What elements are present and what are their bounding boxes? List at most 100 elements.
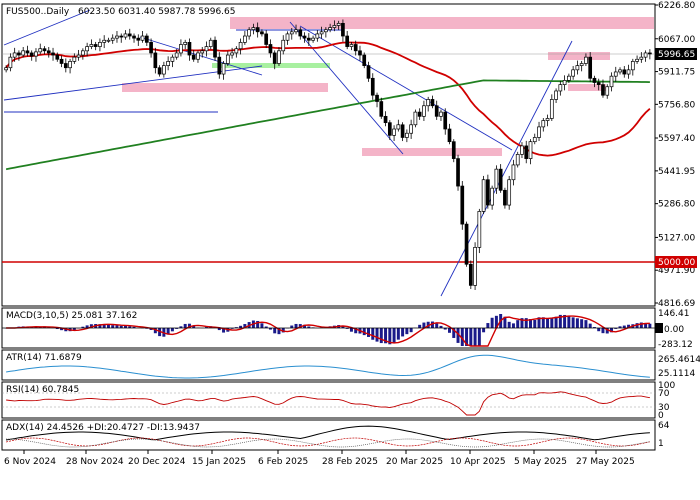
macd-bar bbox=[529, 319, 532, 328]
macd-bar bbox=[418, 324, 422, 328]
macd-bar bbox=[426, 321, 430, 328]
price-tick-label: 5441.95 bbox=[658, 167, 695, 177]
candle bbox=[153, 47, 158, 74]
candle bbox=[204, 41, 209, 57]
candle bbox=[490, 185, 494, 210]
candle bbox=[42, 46, 47, 55]
date-tick-label: 10 Apr 2025 bbox=[450, 457, 506, 467]
candle bbox=[25, 45, 30, 57]
macd-bar bbox=[550, 317, 554, 328]
macd-bar bbox=[102, 324, 106, 328]
adx-line bbox=[6, 425, 650, 441]
macd-bar bbox=[558, 314, 562, 328]
candle bbox=[567, 73, 571, 83]
macd-bar bbox=[375, 328, 379, 342]
macd-bar bbox=[516, 320, 520, 328]
candle bbox=[630, 58, 635, 76]
date-axis: 6 Nov 2024 28 Nov 2024 20 Dec 2024 15 Jan 2… bbox=[4, 450, 635, 467]
candle bbox=[136, 34, 141, 46]
macd-title: MACD(3,10,5) 25.081 37.162 bbox=[6, 311, 137, 321]
macd-bar bbox=[268, 328, 272, 330]
price-tick-label: 5597.40 bbox=[658, 134, 695, 144]
candle bbox=[396, 119, 401, 132]
candle bbox=[605, 84, 610, 99]
macd-bar bbox=[277, 328, 281, 335]
macd-bar bbox=[132, 326, 136, 328]
candle bbox=[29, 50, 34, 61]
candle bbox=[387, 120, 392, 140]
macd-bar bbox=[439, 325, 443, 328]
candle bbox=[370, 73, 375, 100]
candle bbox=[115, 30, 119, 43]
candle bbox=[208, 37, 213, 50]
atr-line bbox=[6, 354, 650, 379]
macd-bar bbox=[98, 324, 102, 328]
macd-bar bbox=[405, 328, 409, 335]
macd-bar bbox=[554, 316, 558, 328]
candle bbox=[618, 67, 622, 75]
adx-title: ADX(14) 24.4526 +DI:20.4727 -DI:13.9437 bbox=[6, 423, 200, 433]
macd-bar bbox=[115, 325, 119, 328]
price-panel-frame bbox=[1, 3, 656, 307]
candle bbox=[264, 30, 269, 49]
macd-bar bbox=[511, 323, 515, 328]
macd-bar bbox=[264, 326, 268, 328]
candle bbox=[17, 50, 21, 61]
candle bbox=[183, 39, 188, 50]
candle bbox=[477, 208, 482, 254]
macd-bar bbox=[482, 328, 486, 333]
macd-bar bbox=[192, 325, 196, 328]
price-axis: 6226.80 6067.00 5911.75 5756.80 5597.40 5441.… bbox=[655, 1, 695, 309]
candle bbox=[579, 60, 584, 72]
last-price-box: 5996.65 bbox=[655, 48, 697, 60]
candle bbox=[349, 41, 354, 51]
macd-bar bbox=[170, 328, 174, 332]
candle bbox=[336, 20, 341, 31]
price-tick-label: 5756.80 bbox=[658, 100, 695, 110]
price-tick-label: 4816.69 bbox=[658, 299, 695, 309]
candle bbox=[8, 53, 13, 72]
macd-bar bbox=[243, 324, 247, 328]
resistance-zone-top bbox=[230, 17, 654, 29]
candle bbox=[119, 33, 124, 43]
macd-bar bbox=[349, 328, 353, 332]
macd-bar bbox=[303, 324, 307, 328]
macd-bar bbox=[281, 328, 285, 333]
adx-tick-top: 64 bbox=[658, 421, 670, 431]
candle bbox=[21, 47, 26, 58]
macd-bar bbox=[290, 325, 294, 328]
macd-bar bbox=[55, 328, 59, 330]
macd-bar bbox=[465, 328, 469, 346]
candle bbox=[481, 175, 486, 214]
candle bbox=[55, 52, 60, 62]
candle bbox=[434, 100, 439, 120]
candle bbox=[196, 50, 200, 63]
macd-bar bbox=[477, 328, 481, 346]
macd-bar bbox=[486, 323, 490, 328]
macd-bar bbox=[627, 324, 631, 328]
candle bbox=[46, 47, 51, 58]
candle bbox=[315, 30, 320, 42]
candle bbox=[200, 47, 205, 58]
candle bbox=[110, 34, 115, 44]
macd-bar bbox=[354, 328, 358, 334]
candle bbox=[383, 111, 388, 127]
macd-bar bbox=[597, 328, 601, 332]
macd-tick-bottom: -283.12 bbox=[658, 340, 693, 350]
candle bbox=[473, 242, 477, 291]
candle bbox=[417, 108, 422, 120]
macd-bar bbox=[81, 326, 85, 328]
candle bbox=[515, 151, 520, 168]
candle bbox=[596, 78, 601, 91]
price-tick-label: 5127.00 bbox=[658, 233, 695, 243]
macd-bar bbox=[490, 317, 494, 328]
macd-bar bbox=[524, 318, 528, 328]
candle bbox=[157, 65, 162, 77]
candle bbox=[234, 46, 239, 58]
rsi-tick-70: 70 bbox=[658, 389, 670, 399]
macd-bar bbox=[388, 328, 392, 345]
macd-bar bbox=[494, 315, 498, 328]
atr-panel bbox=[6, 354, 650, 379]
candle bbox=[592, 75, 597, 88]
date-tick-label: 20 Mar 2025 bbox=[386, 457, 443, 467]
